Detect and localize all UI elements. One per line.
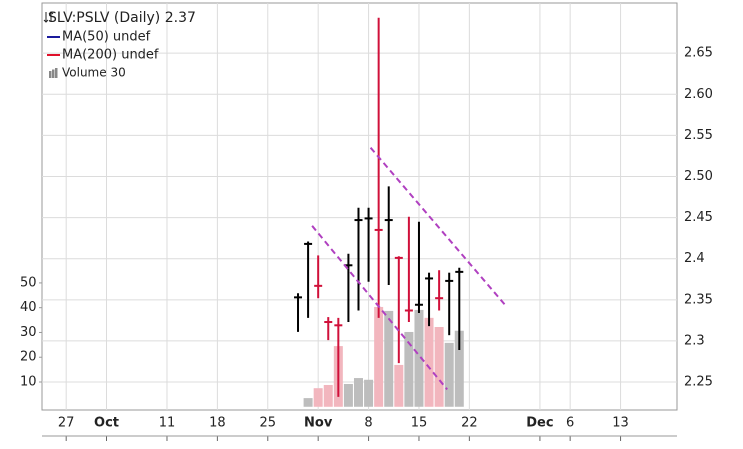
price-layer <box>294 17 507 397</box>
y-tick-label: 2.55 <box>684 128 713 143</box>
volume-bar <box>343 383 353 407</box>
x-tick-label: Nov <box>304 416 333 431</box>
plot-area <box>41 2 678 411</box>
y2-tick-label: 30 <box>20 325 37 340</box>
legend-label: MA(200) undef <box>62 48 159 63</box>
chart-title: SLV:PSLV (Daily) 2.37 <box>48 10 196 26</box>
volume-bar <box>374 306 384 407</box>
volume-bar <box>454 330 464 407</box>
x-tick-label: 11 <box>159 416 176 431</box>
y-tick-label: 2.4 <box>684 251 705 266</box>
y2-tick-label: 10 <box>20 375 37 390</box>
x-tick-label: Dec <box>526 416 553 431</box>
y-tick-label: 2.25 <box>684 375 713 390</box>
legend-swatch <box>55 68 58 78</box>
volume-bar <box>353 378 363 407</box>
y-tick-label: 2.50 <box>684 169 713 184</box>
y-tick-label: 2.65 <box>684 46 713 61</box>
volume-bar <box>364 379 374 407</box>
volume-bar <box>313 388 323 407</box>
legend-label: MA(50) undef <box>62 30 151 45</box>
y-tick-label: 2.60 <box>684 87 713 102</box>
x-tick-label: 25 <box>260 416 277 431</box>
x-tick-label: 15 <box>411 416 428 431</box>
y2-tick-label: 20 <box>20 350 37 365</box>
volume-layer <box>303 306 464 407</box>
volume-bar <box>434 327 444 407</box>
x-tick-label: 6 <box>566 416 574 431</box>
volume-bar <box>394 364 404 407</box>
y-tick-label: 2.45 <box>684 210 713 225</box>
volume-bar <box>323 384 333 407</box>
y2-tick-label: 50 <box>20 275 37 290</box>
x-tick-label: 13 <box>612 416 629 431</box>
x-tick-label: 27 <box>58 416 75 431</box>
volume-bar <box>384 310 394 407</box>
x-tick-label: 22 <box>461 416 478 431</box>
y-tick-label: 2.3 <box>684 333 705 348</box>
volume-bar <box>444 342 454 407</box>
y2-tick-label: 40 <box>20 300 37 315</box>
volume-bar <box>404 331 414 407</box>
title-icon <box>43 11 54 23</box>
legend-swatch <box>49 71 52 78</box>
x-tick-label: 18 <box>209 416 226 431</box>
y-tick-label: 2.35 <box>684 292 713 307</box>
trend-line <box>311 225 448 391</box>
trend-line <box>369 147 507 307</box>
legend-label: Volume 30 <box>62 66 126 80</box>
volume-bar <box>424 317 434 407</box>
x-tick-label: Oct <box>94 416 119 431</box>
volume-bar <box>414 309 424 407</box>
volume-bar <box>303 398 313 407</box>
legend: SLV:PSLV (Daily) 2.37 MA(50) undef MA(200… <box>43 10 196 80</box>
legend-swatch <box>52 69 55 78</box>
x-tick-label: 8 <box>364 416 372 431</box>
